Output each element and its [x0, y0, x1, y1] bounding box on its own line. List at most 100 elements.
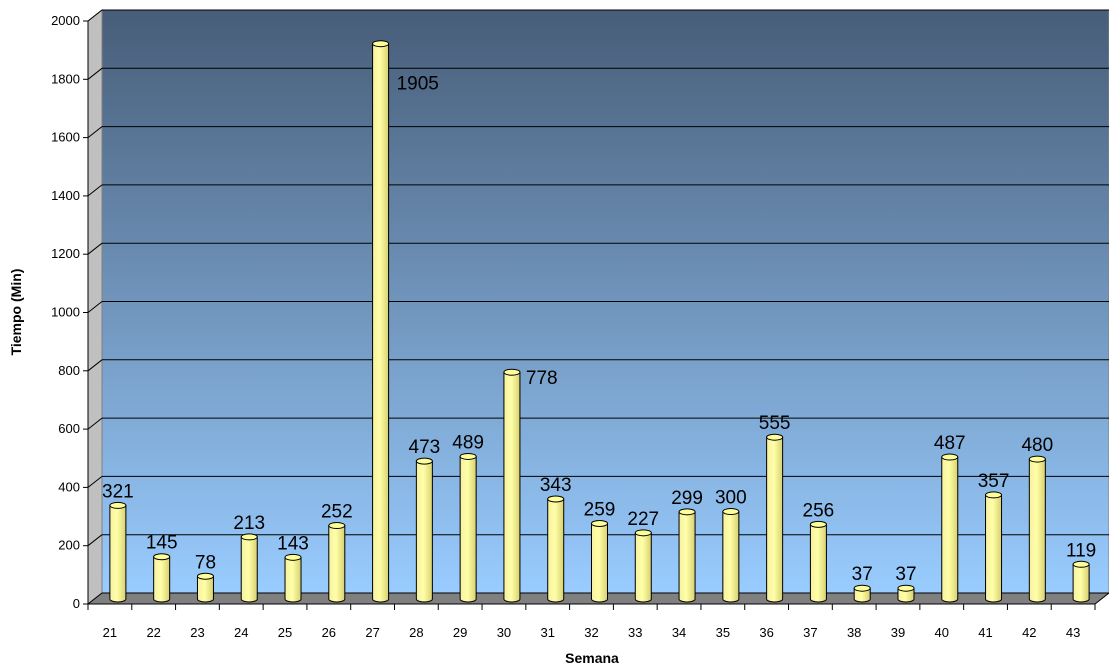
data-label: 489: [452, 432, 484, 453]
bar-top: [809, 520, 827, 528]
gridline-side: [87, 9, 103, 22]
y-tick-label: 400: [58, 479, 80, 494]
data-label: 299: [671, 488, 703, 509]
data-label: 1905: [397, 74, 439, 95]
data-label: 778: [526, 368, 558, 389]
gridline-side: [87, 359, 103, 372]
x-tick-label: 27: [365, 625, 379, 640]
x-tick-label: 24: [234, 625, 248, 640]
bars: [109, 40, 1090, 603]
bar-body: [240, 536, 258, 603]
x-tick-label: 29: [453, 625, 467, 640]
bar-body: [196, 575, 214, 603]
bar-top: [985, 491, 1003, 499]
x-tick-label: 36: [759, 625, 773, 640]
x-tick-label: 26: [322, 625, 336, 640]
bar-top: [196, 572, 214, 580]
y-tick-label: 200: [58, 538, 80, 553]
x-tick-label: 41: [978, 625, 992, 640]
x-tick-label: 30: [497, 625, 511, 640]
bar: [372, 40, 390, 603]
bar: [1072, 560, 1090, 603]
bar: [196, 572, 214, 603]
y-tick-label: 2000: [51, 13, 80, 28]
bar: [985, 491, 1003, 603]
bar-top: [153, 553, 171, 561]
bar-top: [591, 520, 608, 528]
bar: [284, 553, 302, 603]
bar-top: [853, 584, 871, 592]
data-label: 145: [146, 533, 178, 554]
bar-body: [678, 511, 696, 603]
gridline-side: [87, 242, 103, 255]
bar: [415, 457, 433, 603]
bar: [591, 520, 608, 603]
data-label: 252: [321, 502, 353, 523]
gridline-side: [87, 301, 103, 313]
data-label: 259: [584, 500, 616, 521]
x-tick-label: 34: [672, 625, 686, 640]
x-tick-label: 28: [409, 625, 423, 640]
x-tick-label: 33: [628, 625, 642, 640]
bar-body: [722, 511, 740, 603]
bar: [153, 553, 171, 603]
data-label: 37: [852, 564, 873, 585]
data-label: 37: [895, 564, 916, 585]
bar-top: [941, 453, 959, 461]
y-tick-label: 1800: [51, 71, 80, 86]
bar: [941, 453, 959, 603]
bar: [853, 584, 871, 603]
bar: [547, 495, 565, 603]
bar-body: [372, 43, 390, 603]
bar-body: [415, 460, 433, 603]
bar-body: [503, 371, 521, 603]
bar-body: [459, 455, 477, 603]
bar-top: [547, 495, 565, 503]
bar-top: [328, 522, 346, 530]
x-tick-label: 42: [1022, 625, 1036, 640]
x-tick-label: 40: [935, 625, 949, 640]
data-label: 119: [1066, 540, 1096, 561]
bar-top: [503, 368, 521, 376]
data-label: 78: [195, 552, 216, 573]
data-labels: 321 145 78 213 143 252 1905 473 489 778 343 259 227 2…: [102, 74, 1096, 586]
data-label: 343: [540, 475, 572, 496]
y-tick-label: 600: [58, 421, 80, 436]
data-label: 487: [934, 433, 966, 454]
bar-body: [941, 456, 959, 603]
y-tick-label: 1200: [51, 246, 80, 261]
y-tick-label: 1600: [51, 130, 80, 145]
x-tick-label: 32: [584, 625, 598, 640]
gridline-side: [87, 126, 103, 138]
bar: [240, 533, 258, 603]
bar: [722, 508, 740, 603]
bar-body: [897, 587, 915, 603]
data-label: 213: [233, 513, 265, 534]
data-label: 143: [277, 533, 309, 554]
gridlines: [87, 9, 1109, 547]
bar-top: [766, 433, 784, 441]
y-tick-label: 0: [73, 596, 80, 611]
bar-body: [153, 556, 171, 603]
bar: [634, 529, 652, 603]
x-tick-label: 21: [103, 625, 117, 640]
bar-top: [722, 508, 740, 516]
bar: [503, 368, 521, 603]
x-tick-label: 35: [716, 625, 730, 640]
x-tick-label: 37: [803, 625, 817, 640]
bar-body: [591, 523, 608, 603]
bar-top: [678, 508, 696, 516]
gridline-side: [87, 476, 103, 488]
bar-body: [766, 436, 784, 603]
bar: [809, 520, 827, 603]
x-tick-label: 31: [540, 625, 554, 640]
data-label: 256: [803, 500, 835, 521]
bar: [678, 508, 696, 603]
data-label: 555: [759, 413, 791, 434]
bar-body: [1028, 458, 1046, 603]
bar-body: [109, 504, 127, 603]
data-label: 480: [1021, 435, 1053, 456]
x-tick-label: 22: [146, 625, 160, 640]
y-axis-title: Tiempo (Min): [8, 269, 24, 356]
